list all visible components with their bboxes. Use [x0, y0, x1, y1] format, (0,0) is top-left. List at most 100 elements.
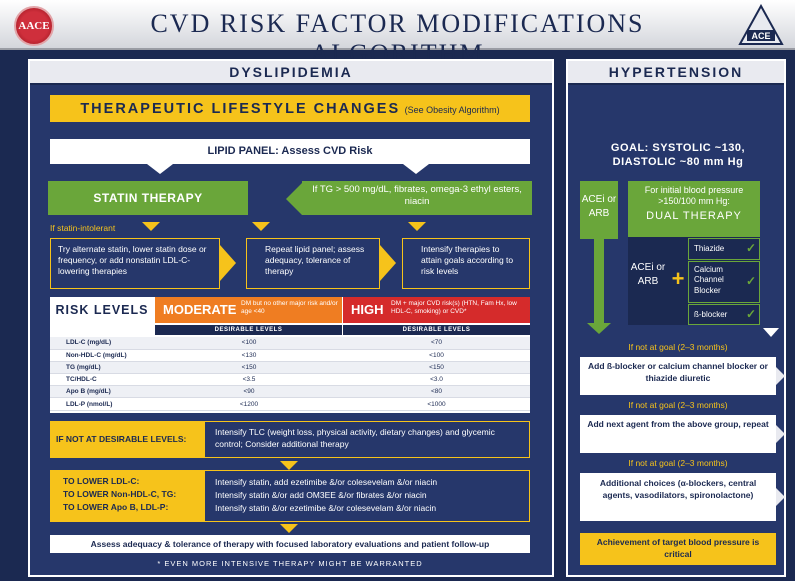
moderate-value: <90 [155, 385, 343, 399]
arrow-down-icon [147, 164, 173, 174]
hypertension-heading: HYPERTENSION [568, 61, 784, 85]
header-bar [0, 0, 795, 50]
dyslipidemia-heading: DYSLIPIDEMIA [30, 61, 552, 85]
arrow-down-icon [587, 323, 611, 334]
footnote: * EVEN MORE INTENSIVE THERAPY MIGHT BE W… [157, 559, 423, 568]
tg-therapy-box: If TG > 500 mg/dL, fibrates, omega-3 eth… [302, 181, 532, 215]
desirable-levels-moderate: DESIRABLE LEVELS [155, 325, 342, 335]
arrow-left-icon [286, 183, 302, 215]
arrow-right-icon [220, 245, 236, 281]
dual-combo [628, 237, 760, 325]
arrow-right-icon [776, 367, 785, 385]
bp-goal: GOAL: SYSTOLIC ~130, DIASTOLIC ~80 mm Hg [610, 142, 746, 169]
high-label: HIGH [351, 302, 384, 317]
high-value: <3.0 [343, 373, 530, 387]
risk-levels-heading: RISK LEVELS [55, 303, 149, 317]
high-value: <150 [343, 361, 530, 375]
table-row: TG (mg/dL) <150 <150 [50, 361, 530, 375]
arrow-down-icon [280, 461, 298, 470]
risk-table-body: LDL-C (mg/dL) <100 <70 Non-HDL-C (mg/dL) <1… [50, 337, 530, 411]
moderate-value: <1200 [155, 397, 343, 411]
dual-therapy-box: For initial blood pressure >150/100 mm H… [628, 181, 760, 237]
acei-arb-box: ACEi or ARB [580, 181, 618, 239]
lower-apob-label: TO LOWER Apo B, LDL-P: [63, 501, 169, 512]
arrow-down-icon [763, 328, 779, 337]
row-label: TC/HDL-C [50, 373, 155, 387]
ccb-option: Calcium Channel Blocker ✓ [688, 261, 760, 303]
tlc-title: THERAPEUTIC LIFESTYLE CHANGES [80, 101, 401, 117]
arrow-down-icon [252, 222, 270, 231]
moderate-note: DM but no other major risk and/or age <4… [241, 300, 338, 316]
ace-logo: ACE [738, 4, 784, 46]
tlc-bar: THERAPEUTIC LIFESTYLE CHANGES (See Obesi… [50, 95, 530, 122]
lower-ldl-text: Intensify statin, add ezetimibe &/or col… [215, 477, 438, 487]
lower-nonhdl-label: TO LOWER Non-HDL-C, TG: [63, 488, 177, 499]
assess-adequacy-box: Assess adequacy & tolerance of therapy w… [50, 535, 530, 553]
thiazide-option: Thiazide ✓ [688, 238, 760, 260]
moderate-value: <150 [155, 361, 343, 375]
arrow-down-icon [408, 222, 426, 231]
initial-bp-text: For initial blood pressure >150/100 mm H… [644, 185, 744, 207]
to-lower-labels: TO LOWER LDL-C: TO LOWER Non-HDL-C, TG: … [50, 470, 205, 522]
repeat-lipid-box: Repeat lipid panel; assess adequacy, tol… [246, 238, 380, 289]
table-row: LDL-P (nmol/L) <1200 <1000 [50, 397, 530, 411]
bblocker-label: ß-blocker [694, 310, 728, 319]
arrow-right-icon [776, 425, 785, 443]
acei-arb-combo: ACEi or ARB [630, 262, 666, 287]
table-row: Apo B (mg/dL) <90 <80 [50, 385, 530, 399]
dual-therapy-label: DUAL THERAPY [646, 209, 742, 222]
lower-ldl-label: TO LOWER LDL-C: [63, 476, 140, 486]
check-icon: ✓ [745, 307, 756, 321]
statin-therapy-box: STATIN THERAPY [48, 181, 248, 215]
not-at-goal-3: If not at goal (2–3 months) [628, 458, 728, 468]
next-agent-box: Add next agent from the above group, rep… [580, 415, 776, 453]
not-desirable-text: Intensify TLC (weight loss, physical act… [205, 421, 530, 458]
lower-apob-text: Intensify statin &/or ezetimibe &/or col… [215, 502, 437, 513]
statin-intolerant-label: If statin-intolerant [50, 223, 116, 233]
arrow-down-icon [403, 164, 429, 174]
aace-logo: AACE [14, 6, 54, 46]
achievement-box: Achievement of target blood pressure is … [580, 533, 776, 565]
moderate-label: MODERATE [163, 302, 237, 317]
arrow-shaft [594, 239, 604, 325]
high-value: <1000 [343, 397, 530, 411]
page-title: CVD RISK FACTOR MODIFICATIONS ALGORITHM [150, 9, 645, 68]
plus-icon: + [671, 266, 685, 291]
check-icon: ✓ [745, 241, 756, 255]
high-header: HIGH DM + major CVD risk(s) (HTN, Fam Hx… [343, 297, 530, 323]
row-label: TG (mg/dL) [50, 361, 155, 375]
lower-nonhdl-text: Intensify statin &/or add OM3EE &/or fib… [215, 489, 427, 500]
row-label: Non-HDL-C (mg/dL) [50, 349, 155, 362]
lipid-panel-box: LIPID PANEL: Assess CVD Risk [50, 139, 530, 164]
row-label: LDL-C (mg/dL) [50, 337, 155, 350]
tlc-note: (See Obesity Algorithm) [404, 105, 500, 115]
arrow-down-icon [142, 222, 160, 231]
add-bblocker-box: Add ß-blocker or calcium channel blocker… [580, 357, 776, 395]
not-desirable-label: IF NOT AT DESIRABLE LEVELS: [50, 421, 205, 458]
additional-choices-box: Additional choices (α-blockers, central … [580, 473, 776, 521]
bblocker-option: ß-blocker ✓ [688, 304, 760, 325]
high-note: DM + major CVD risk(s) (HTN, Fam Hx, low… [391, 300, 517, 316]
alternate-statin-box: Try alternate statin, lower statin dose … [50, 238, 220, 289]
row-label: LDL-P (nmol/L) [50, 397, 155, 411]
not-at-goal-1: If not at goal (2–3 months) [628, 342, 728, 352]
intensify-therapies-box: Intensify therapies to attain goals acco… [402, 238, 530, 289]
moderate-value: <130 [155, 349, 343, 362]
table-row: TC/HDL-C <3.5 <3.0 [50, 373, 530, 387]
not-at-goal-2: If not at goal (2–3 months) [628, 400, 728, 410]
desirable-levels-high: DESIRABLE LEVELS [343, 325, 530, 335]
arrow-right-icon [380, 245, 396, 281]
check-icon: ✓ [745, 274, 756, 288]
high-value: <100 [343, 349, 530, 362]
ccb-label: Calcium Channel Blocker [694, 265, 724, 295]
high-value: <80 [343, 385, 530, 399]
arrow-down-icon [280, 524, 298, 533]
moderate-value: <3.5 [155, 373, 343, 387]
thiazide-label: Thiazide [694, 244, 725, 253]
table-row: LDL-C (mg/dL) <100 <70 [50, 337, 530, 350]
row-label: Apo B (mg/dL) [50, 385, 155, 399]
moderate-value: <100 [155, 337, 343, 350]
moderate-header: MODERATE DM but no other major risk and/… [155, 297, 342, 323]
table-row: Non-HDL-C (mg/dL) <130 <100 [50, 349, 530, 362]
ace-logo-text: ACE [751, 31, 770, 41]
